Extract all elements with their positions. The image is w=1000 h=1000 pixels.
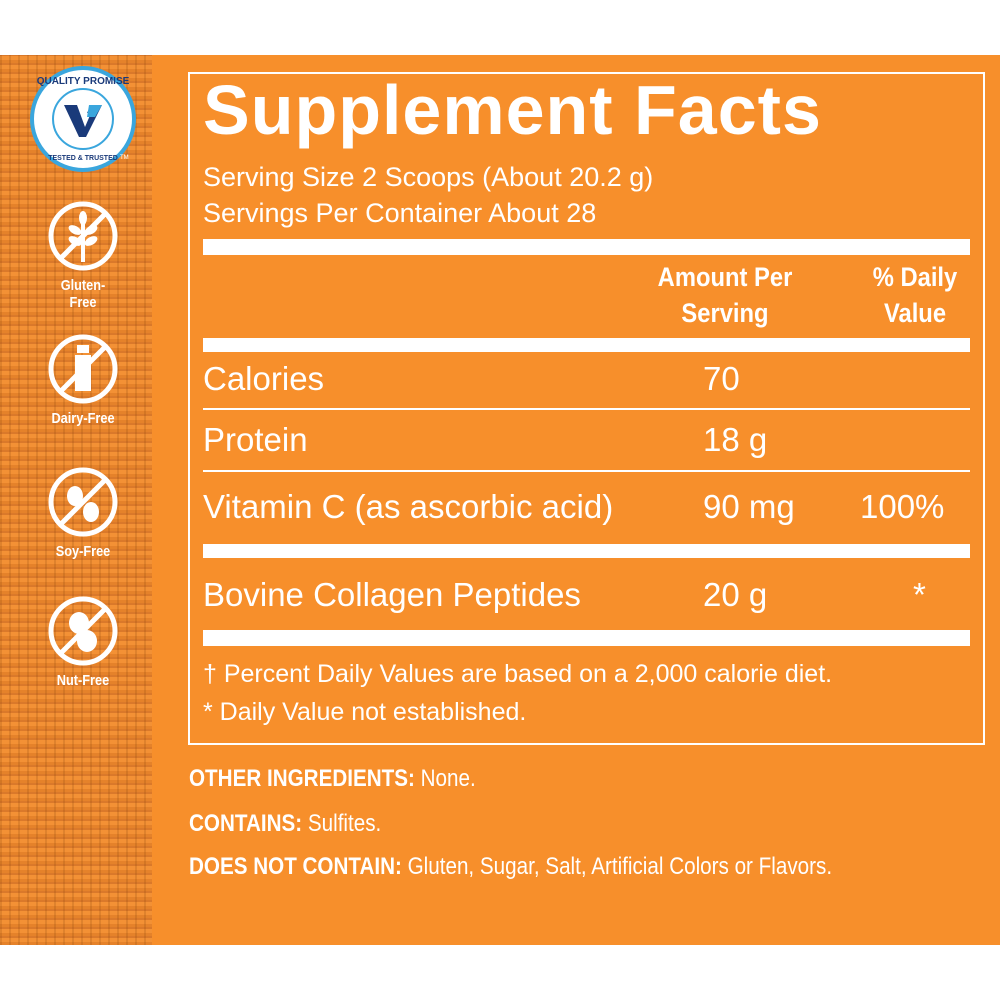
nutrient-amount: 90 mg [703,488,795,525]
does-not-contain-label: DOES NOT CONTAIN: [189,853,402,880]
wheat-crossed-icon [48,201,118,271]
nutrient-name: Vitamin C (as ascorbic acid) [203,488,614,525]
badge-top-text: QUALITY PROMISE [36,76,130,87]
header-line: Amount Per [657,262,793,292]
trademark: TM [120,155,129,161]
header-line: Value [883,298,947,328]
facts-row: Vitamin C (as ascorbic acid) 90 mg 100% [203,488,970,532]
nutrient-name: Calories [203,360,325,397]
facts-title: Supplement Facts [203,71,822,149]
quality-promise-badge: QUALITY PROMISE TESTED & TRUSTED [30,66,136,172]
soy-free-badge: Soy-Free [45,466,121,560]
v-logo-icon [64,105,102,137]
badge-bottom-text: TESTED & TRUSTED [48,155,118,162]
gluten-free-badge: Gluten-Free [45,200,121,311]
does-not-contain: DOES NOT CONTAIN: Gluten, Sugar, Salt, A… [189,853,832,881]
amount-per-serving-header: Amount Per Serving [641,259,808,331]
other-ingredients-label: OTHER INGREDIENTS: [189,765,415,792]
contains-value: Sulfites. [302,810,382,837]
soy-free-label: Soy-Free [55,543,111,560]
header-line: Serving [681,298,769,328]
nutrient-name: Bovine Collagen Peptides [203,576,581,613]
nut-free-badge: Nut-Free [45,595,121,689]
facts-row: Bovine Collagen Peptides 20 g * [203,576,970,620]
nutrient-name: Protein [203,421,308,458]
dairy-free-badge: Dairy-Free [45,333,121,427]
divider [203,470,970,472]
daily-value-header: % Daily Value [858,259,972,331]
serving-size: Serving Size 2 Scoops (About 20.2 g) [203,162,654,192]
thick-divider [203,338,970,352]
nut-free-label: Nut-Free [56,672,110,689]
gluten-free-label: Gluten-Free [60,277,106,311]
servings-per-container: Servings Per Container About 28 [203,198,597,228]
facts-row: Calories 70 [203,360,970,404]
nutrient-amount: 20 g [703,576,768,613]
thick-divider [203,239,970,255]
divider [203,408,970,410]
footnote-not-established: * Daily Value not established. [203,698,527,726]
nutrient-amount: 70 [703,360,740,397]
other-ingredients: OTHER INGREDIENTS: None. [189,765,476,793]
footnote-daily-values: † Percent Daily Values are based on a 2,… [203,660,833,688]
label-background [0,55,1000,945]
contains-label: CONTAINS: [189,810,303,837]
milk-bottle-crossed-icon [48,334,118,404]
facts-row: Protein 18 g [203,421,970,465]
nutrient-amount: 18 g [703,421,768,458]
other-ingredients-value: None. [414,765,476,792]
peanut-crossed-icon [48,596,118,666]
thick-divider [203,630,970,646]
nutrient-daily-value: * [913,576,926,613]
thick-divider [203,544,970,558]
supplement-facts-panel [188,72,985,745]
header-line: % Daily [872,262,958,292]
nutrient-daily-value: 100% [860,488,945,525]
dairy-free-label: Dairy-Free [51,410,115,427]
contains: CONTAINS: Sulfites. [189,810,381,838]
does-not-contain-value: Gluten, Sugar, Salt, Artificial Colors o… [401,853,833,880]
soybean-crossed-icon [48,467,118,537]
